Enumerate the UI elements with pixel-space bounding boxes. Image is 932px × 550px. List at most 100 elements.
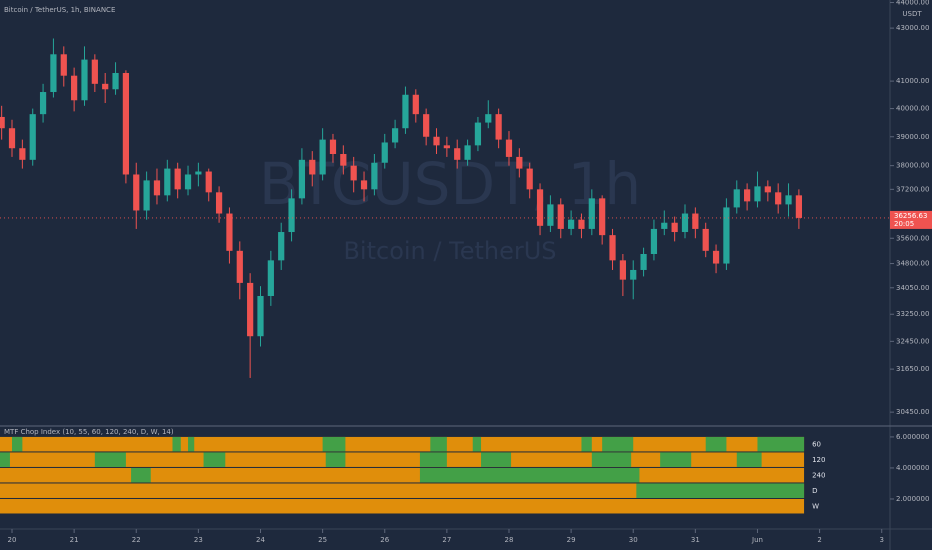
candle-body bbox=[681, 213, 689, 233]
candle-body bbox=[609, 235, 616, 261]
y-tick-label: 37200.00 bbox=[896, 185, 929, 193]
candle-body bbox=[723, 207, 730, 264]
candle-body bbox=[671, 222, 678, 233]
candle-body bbox=[485, 114, 492, 123]
candle-body bbox=[329, 139, 337, 155]
candle-body bbox=[640, 253, 647, 270]
y-tick-label: 34800.00 bbox=[896, 260, 929, 268]
x-tick-label: 29 bbox=[567, 536, 576, 544]
x-tick-label: 2 bbox=[817, 536, 821, 544]
x-tick-label: 31 bbox=[691, 536, 700, 544]
last-price-tag bbox=[890, 210, 932, 229]
chop-green-segment bbox=[419, 452, 447, 467]
y-tick-label: 31650.00 bbox=[896, 365, 929, 373]
candle-body bbox=[619, 260, 626, 280]
candle-body bbox=[443, 145, 450, 149]
indicator-y-tick-label: 6.000000 bbox=[896, 433, 929, 441]
last-price-label: 36256.63 bbox=[894, 212, 927, 220]
candle-body bbox=[174, 168, 181, 190]
candle-body bbox=[133, 174, 140, 211]
chop-green-segment bbox=[472, 436, 482, 452]
indicator-title: MTF Chop Index (10, 55, 60, 120, 240, D,… bbox=[4, 428, 174, 436]
chop-green-segment bbox=[325, 452, 346, 467]
watermark-sub: Bitcoin / TetherUS bbox=[343, 237, 556, 265]
x-tick-label: 26 bbox=[380, 536, 389, 544]
candle-body bbox=[184, 174, 192, 190]
candle-body bbox=[153, 180, 161, 196]
candle-body bbox=[526, 168, 533, 190]
candle-body bbox=[754, 186, 761, 202]
candle-body bbox=[288, 198, 295, 233]
candle-body bbox=[495, 114, 502, 140]
candle-body bbox=[0, 116, 5, 129]
chop-green-segment bbox=[602, 436, 634, 452]
chop-row-label: 60 bbox=[812, 441, 821, 449]
candle-body bbox=[464, 145, 471, 160]
candle-body bbox=[60, 54, 67, 76]
candle-body bbox=[8, 128, 16, 149]
candle-body bbox=[764, 186, 771, 193]
y-tick-label: 34050.00 bbox=[896, 284, 929, 292]
x-tick-label: 22 bbox=[132, 536, 141, 544]
candle-body bbox=[692, 213, 699, 229]
candle-body bbox=[433, 136, 440, 146]
chop-row bbox=[0, 498, 805, 514]
candle-body bbox=[340, 154, 347, 166]
y-tick-label: 44000.00 bbox=[896, 0, 929, 7]
watermark: BTCUSDT, 1h bbox=[259, 150, 641, 218]
symbol-title: Bitcoin / TetherUS, 1h, BINANCE bbox=[4, 6, 115, 14]
x-tick-label: 24 bbox=[256, 536, 265, 544]
candle-body bbox=[568, 219, 575, 229]
chop-row bbox=[0, 483, 805, 498]
candle-body bbox=[39, 92, 47, 115]
x-tick-label: Jun bbox=[751, 536, 763, 544]
y-tick-label: 32450.00 bbox=[896, 337, 929, 345]
candle-body bbox=[557, 204, 564, 229]
candle-body bbox=[536, 189, 544, 226]
chop-green-segment bbox=[581, 436, 592, 452]
chop-green-segment bbox=[94, 452, 126, 467]
y-tick-label: 35600.00 bbox=[896, 234, 929, 242]
candle-body bbox=[309, 159, 316, 175]
candle-body bbox=[350, 165, 357, 181]
candle-body bbox=[112, 72, 119, 90]
y-tick-label: 33250.00 bbox=[896, 310, 929, 318]
candle-body bbox=[454, 148, 461, 160]
chop-row-label: D bbox=[812, 487, 817, 495]
candle-body bbox=[381, 142, 388, 163]
x-tick-label: 27 bbox=[442, 536, 451, 544]
candle-body bbox=[423, 114, 430, 137]
candle-body bbox=[578, 219, 585, 229]
chop-green-segment bbox=[131, 467, 151, 483]
candle-body bbox=[371, 162, 378, 190]
y-tick-label: 41000.00 bbox=[896, 77, 929, 85]
candle-body bbox=[588, 198, 595, 229]
candle-body bbox=[298, 159, 306, 199]
candle-body bbox=[50, 54, 57, 93]
candle-body bbox=[547, 204, 554, 226]
x-tick-label: 21 bbox=[70, 536, 79, 544]
candle-body bbox=[505, 139, 513, 157]
chop-green-segment bbox=[636, 483, 805, 498]
x-tick-label: 20 bbox=[8, 536, 17, 544]
candle-body bbox=[785, 195, 792, 205]
candle-body bbox=[702, 228, 709, 251]
y-tick-label: 38000.00 bbox=[896, 162, 929, 170]
x-tick-label: 30 bbox=[629, 536, 638, 544]
currency: USDT bbox=[902, 10, 922, 18]
candle-body bbox=[630, 269, 637, 280]
chop-green-segment bbox=[172, 436, 181, 452]
candle-body bbox=[71, 75, 78, 101]
indicator-y-tick-label: 4.000000 bbox=[896, 464, 929, 472]
chop-green-segment bbox=[0, 452, 10, 467]
candle-body bbox=[205, 171, 212, 193]
indicator-y-tick-label: 2.000000 bbox=[896, 495, 929, 503]
candle-body bbox=[795, 195, 802, 218]
chop-green-segment bbox=[705, 436, 727, 452]
candle-body bbox=[236, 250, 243, 283]
candle-body bbox=[412, 94, 419, 115]
candle-body bbox=[733, 189, 740, 208]
